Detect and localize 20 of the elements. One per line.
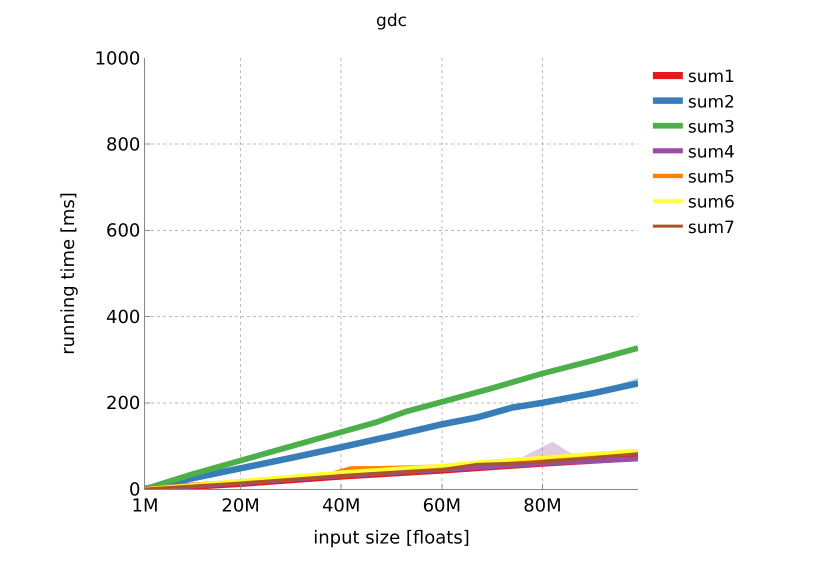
legend-label: sum6 (688, 192, 735, 213)
legend-label: sum3 (688, 117, 735, 138)
x-tick-label: 80M (523, 496, 562, 517)
x-tick-label: 1M (132, 496, 158, 517)
y-tick-label: 600 (106, 220, 140, 242)
y-tick-label: 1000 (94, 48, 140, 70)
legend-label: sum1 (688, 67, 735, 88)
y-axis-title: running time [ms] (58, 192, 79, 355)
x-axis-title: input size [floats] (313, 528, 470, 549)
legend-label: sum7 (688, 218, 735, 238)
x-tick-label: 20M (221, 496, 260, 517)
legend-label: sum4 (688, 142, 735, 162)
y-tick-label: 200 (106, 393, 140, 414)
y-tick-label: 800 (106, 134, 140, 156)
chart-title: gdc (376, 11, 407, 32)
legend-label: sum5 (688, 168, 735, 188)
x-tick-label: 40M (322, 496, 360, 517)
y-tick-label: 400 (106, 306, 140, 328)
legend-label: sum2 (688, 92, 735, 112)
x-tick-label: 60M (422, 496, 462, 517)
